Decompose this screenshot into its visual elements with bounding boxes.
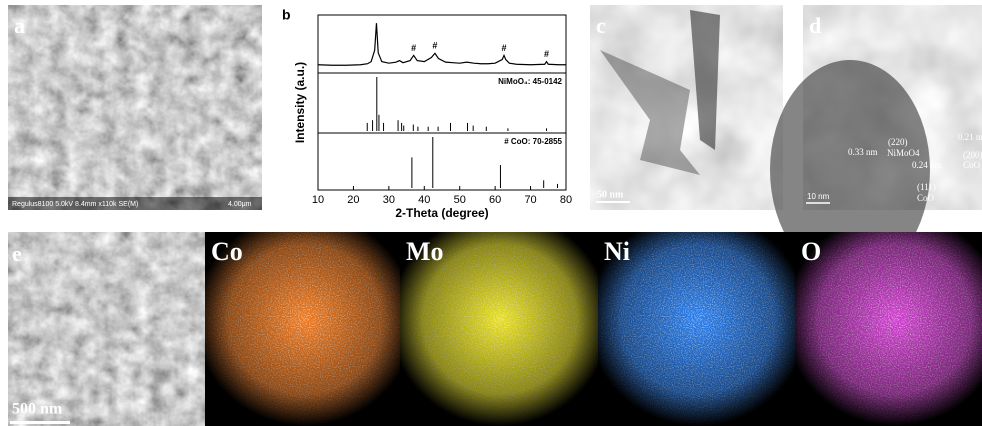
element-label: Mo — [406, 237, 444, 266]
annotation: CoO — [917, 193, 935, 203]
reference-label: NiMoO₄: 45-0142 — [498, 77, 562, 86]
eds-map: O — [795, 232, 982, 426]
panel-label: c — [596, 13, 606, 38]
element-label: Ni — [604, 237, 630, 266]
map-signal — [205, 232, 400, 426]
x-tick-label: 50 — [454, 194, 466, 206]
map-noise — [795, 232, 982, 426]
annotation: (111) — [917, 182, 936, 192]
x-tick-label: 20 — [347, 194, 359, 206]
annotation: 0.24 nm — [912, 160, 942, 170]
panel-c: c 50 nm — [590, 5, 783, 210]
scale-label: 4.00μm — [228, 201, 252, 208]
x-tick-label: 40 — [418, 194, 430, 206]
map-signal — [400, 232, 598, 426]
annotation: (200) — [963, 150, 982, 160]
map-signal — [795, 232, 982, 426]
peak-marker: # — [501, 43, 506, 53]
panel-e: e 500 nm — [8, 232, 205, 426]
scale-label: 50 nm — [597, 189, 624, 200]
x-tick-label: 10 — [312, 194, 324, 206]
y-axis-label: Intensity (a.u.) — [293, 62, 307, 143]
peak-marker: # — [432, 41, 437, 51]
panel-b: b # # # # Intensity (a.u.) NiMoO₄: 45-0142 # C… — [282, 7, 572, 220]
eds-map: Co — [205, 232, 400, 426]
x-tick-label: 30 — [383, 194, 395, 206]
panel-label: b — [282, 7, 291, 23]
map-noise — [400, 232, 598, 426]
scale-label: 10 nm — [807, 192, 830, 201]
annotation: 0.33 nm — [848, 147, 878, 157]
sem-info: Regulus8100 5.0kV 8.4mm x110k SE(M) — [12, 201, 138, 208]
scale-bar — [10, 421, 70, 424]
map-noise — [598, 232, 795, 426]
element-label: O — [801, 237, 821, 266]
annotation: CoO — [963, 160, 981, 170]
plot-frame — [317, 132, 567, 191]
x-tick-label: 80 — [560, 194, 572, 206]
x-axis-label: 2-Theta (degree) — [395, 206, 488, 220]
panel-label: e — [12, 241, 22, 266]
panel-label: d — [809, 13, 821, 38]
panel-a: a Regulus8100 5.0kV 8.4mm x110k SE(M) 4.… — [8, 5, 262, 210]
annotation: (220) — [888, 137, 908, 147]
sem-image — [8, 5, 262, 210]
peak-marker: # — [411, 43, 416, 53]
map-noise — [205, 232, 400, 426]
stem-image — [8, 232, 205, 426]
x-tick-label: 70 — [524, 194, 536, 206]
panel-d: d 0.33 nm (220) NiMoO4 0.24 nm (111) CoO… — [770, 5, 982, 280]
info-bar — [8, 197, 262, 210]
sheet — [600, 50, 720, 200]
peak-marker: # — [544, 49, 549, 59]
x-tick-label: 60 — [489, 194, 501, 206]
annotation: 0.21 nm — [958, 132, 982, 142]
particle — [770, 60, 930, 280]
reference-label: # CoO: 70-2855 — [504, 137, 562, 146]
scale-label: 500 nm — [12, 401, 63, 418]
panel-label: a — [14, 13, 25, 38]
xrd-pattern — [317, 23, 566, 66]
eds-map: Ni — [598, 232, 795, 426]
map-signal — [598, 232, 795, 426]
sheet — [690, 10, 720, 150]
eds-map: Mo — [400, 232, 598, 426]
eds-maps: Co Mo Ni O — [205, 232, 982, 426]
annotation: NiMoO4 — [887, 148, 920, 158]
element-label: Co — [211, 237, 243, 266]
